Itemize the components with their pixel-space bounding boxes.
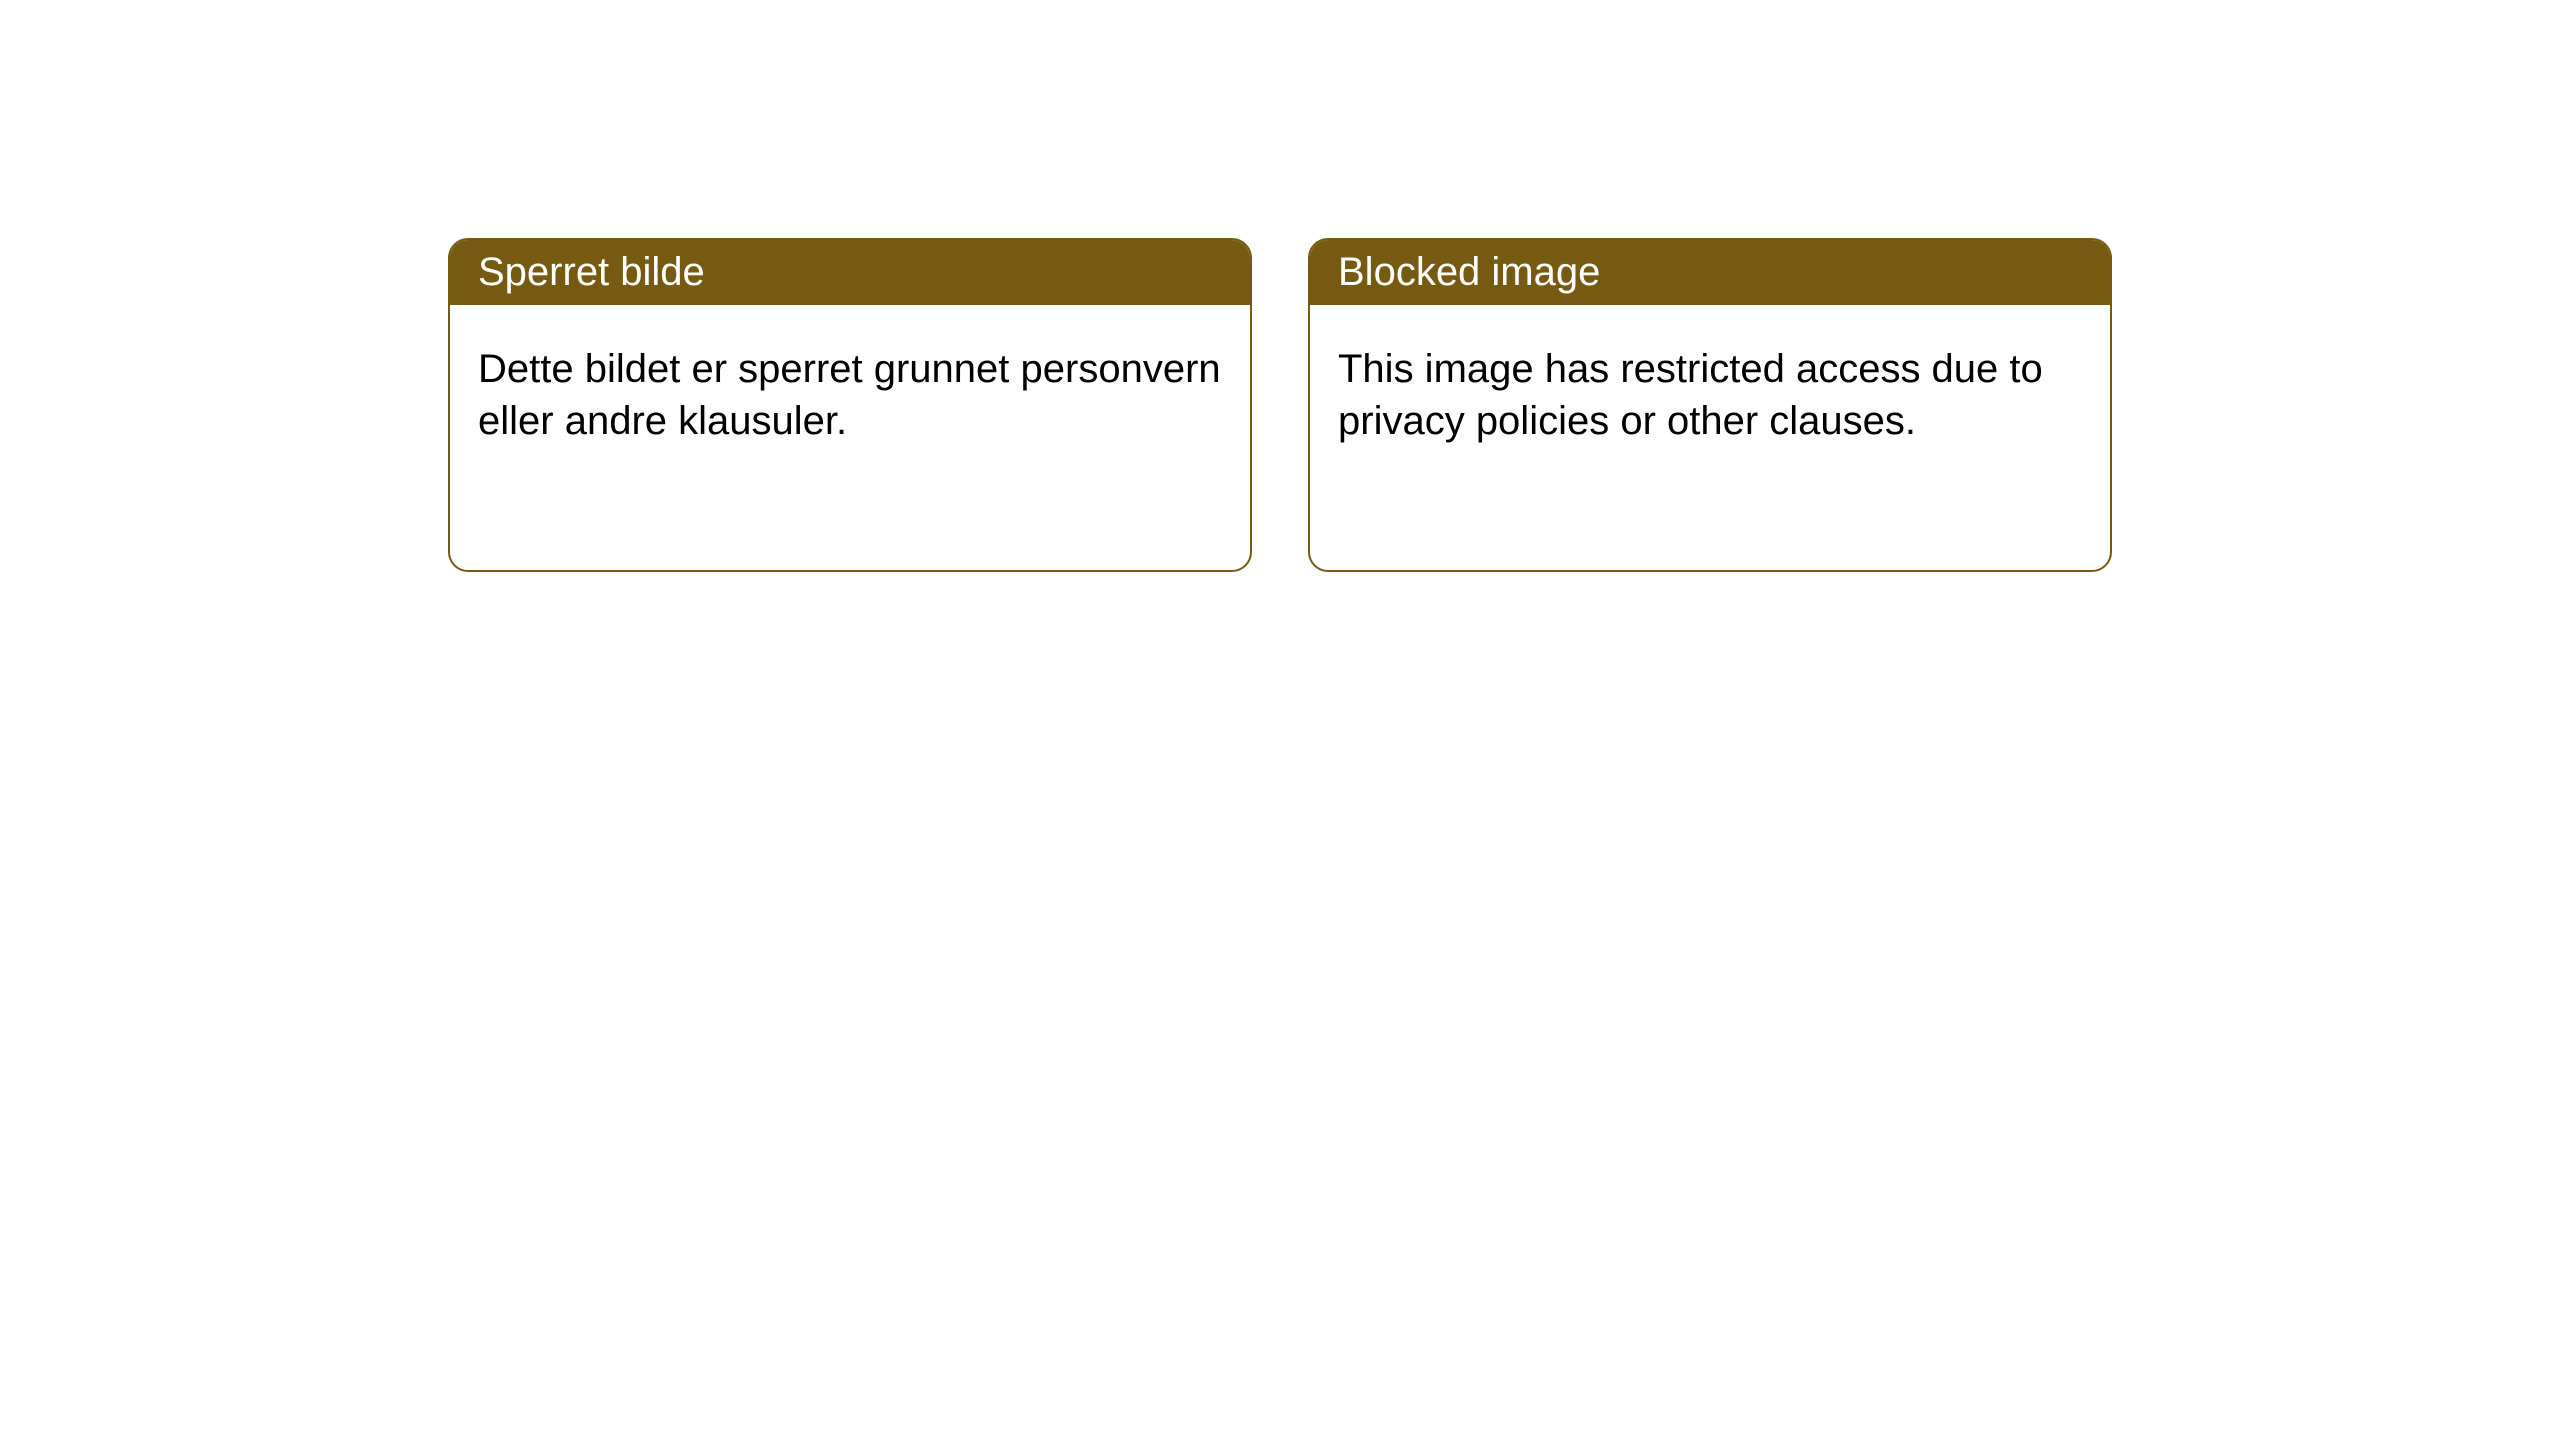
card-body-text: This image has restricted access due to … — [1338, 347, 2043, 443]
card-header: Blocked image — [1310, 240, 2110, 305]
blocked-image-card-norwegian: Sperret bilde Dette bildet er sperret gr… — [448, 238, 1252, 572]
card-body: Dette bildet er sperret grunnet personve… — [450, 305, 1250, 485]
card-body-text: Dette bildet er sperret grunnet personve… — [478, 347, 1221, 443]
card-body: This image has restricted access due to … — [1310, 305, 2110, 485]
cards-container: Sperret bilde Dette bildet er sperret gr… — [0, 0, 2560, 572]
blocked-image-card-english: Blocked image This image has restricted … — [1308, 238, 2112, 572]
card-title: Blocked image — [1338, 250, 1600, 294]
card-title: Sperret bilde — [478, 250, 705, 294]
card-header: Sperret bilde — [450, 240, 1250, 305]
